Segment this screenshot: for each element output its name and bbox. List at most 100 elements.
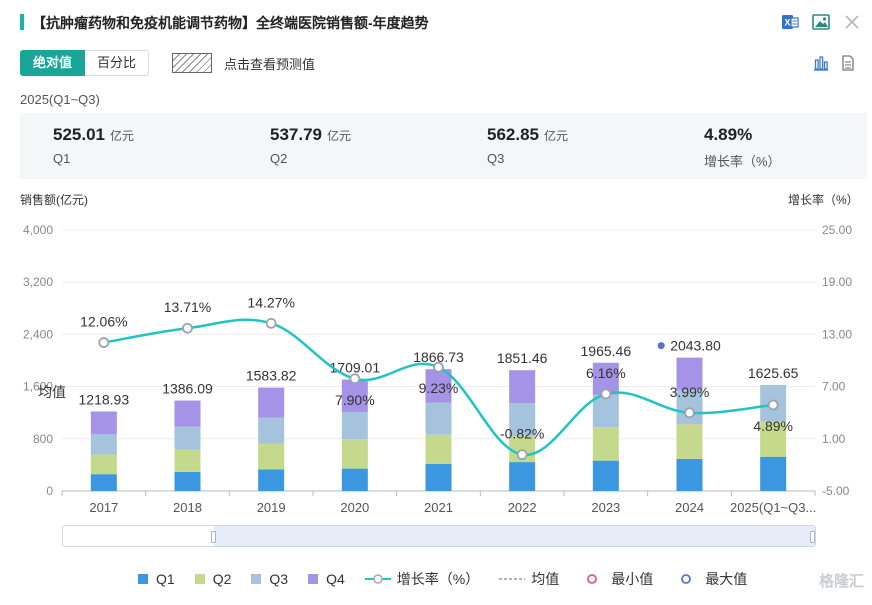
x-axis-tick: 2025(Q1~Q3... xyxy=(730,500,816,515)
y2-axis-tick: 19.00 xyxy=(822,275,852,289)
close-icon[interactable] xyxy=(842,12,862,32)
bar-q2 xyxy=(425,434,452,464)
bar-q2 xyxy=(90,454,117,475)
growth-label: 9.23% xyxy=(419,380,459,396)
forecast-toggle[interactable]: 点击查看预测值 xyxy=(172,53,315,73)
legend-label: Q2 xyxy=(212,571,232,587)
bar-q1 xyxy=(425,463,452,491)
bar-q4 xyxy=(258,387,285,418)
legend-item-q1[interactable]: Q1 xyxy=(138,571,175,587)
bar-q1 xyxy=(592,460,619,491)
total-label: 1625.65 xyxy=(748,365,799,381)
summary-unit: 亿元 xyxy=(327,129,352,143)
period-label: 2025(Q1~Q3) xyxy=(20,92,100,107)
summary-unit: 亿元 xyxy=(110,129,135,143)
summary-unit: 亿元 xyxy=(544,129,569,143)
bar-q1 xyxy=(676,458,703,491)
legend-item-q3[interactable]: Q3 xyxy=(251,571,288,587)
x-axis-tick: 2018 xyxy=(173,500,202,515)
legend-item-q4[interactable]: Q4 xyxy=(308,571,345,587)
range-slider[interactable] xyxy=(62,525,816,547)
legend-label: 均值 xyxy=(531,571,560,587)
growth-point xyxy=(516,449,528,461)
growth-label: 7.90% xyxy=(335,392,375,408)
y2-axis-tick: 7.00 xyxy=(822,380,846,394)
bar-q1 xyxy=(760,456,787,491)
summary-label: 增长率（%） xyxy=(704,154,781,169)
growth-label: 6.16% xyxy=(586,365,626,381)
legend-label: 最小值 xyxy=(611,571,654,587)
legend-label: 最大值 xyxy=(705,571,748,587)
bar-q2 xyxy=(592,427,619,461)
bar-q3 xyxy=(425,402,452,435)
total-label: 1851.46 xyxy=(497,350,548,366)
y2-axis-tick: 13.00 xyxy=(822,327,852,341)
bar-chart-view-icon[interactable] xyxy=(812,54,830,72)
y-axis-tick: 1,600 xyxy=(23,380,53,394)
summary-label: Q3 xyxy=(487,151,505,166)
legend-label: 增长率（%） xyxy=(396,571,480,587)
growth-label: 3.99% xyxy=(670,384,710,400)
y-axis-tick: 800 xyxy=(33,432,53,446)
image-export-icon[interactable] xyxy=(811,12,831,32)
svg-text:X: X xyxy=(784,18,790,28)
bar-q3 xyxy=(341,412,368,440)
growth-point xyxy=(433,361,444,373)
x-axis-tick: 2021 xyxy=(424,500,453,515)
bar-q2 xyxy=(258,443,285,470)
growth-point xyxy=(265,317,277,329)
legend-item-q2[interactable]: Q2 xyxy=(194,571,232,587)
growth-label: -0.82% xyxy=(500,426,544,442)
summary-value: 525.01 xyxy=(53,125,105,144)
legend-label: Q3 xyxy=(269,571,289,587)
bar-q3 xyxy=(592,394,619,428)
legend-swatch xyxy=(251,574,262,584)
y-axis-tick: 0 xyxy=(46,484,53,498)
absolute-value-button[interactable]: 绝对值 xyxy=(20,50,86,76)
bar-q1 xyxy=(258,469,285,491)
bar-q3 xyxy=(676,389,703,425)
excel-export-icon[interactable]: X xyxy=(780,12,800,32)
legend-swatch xyxy=(194,574,205,584)
summary-q3: 562.85 亿元 Q3 xyxy=(487,125,568,166)
growth-point xyxy=(349,373,361,385)
bar-q4 xyxy=(676,357,703,390)
range-slider-window[interactable] xyxy=(214,526,815,546)
bar-q4 xyxy=(509,370,536,403)
range-slider-left-handle[interactable] xyxy=(211,531,216,543)
legend-item-average[interactable]: 均值 xyxy=(499,569,559,589)
percentage-button[interactable]: 百分比 xyxy=(85,50,150,76)
growth-point xyxy=(767,399,779,411)
bar-q4 xyxy=(174,400,201,427)
page-title: 【抗肿瘤药物和免疫机能调节药物】全终端医院销售额-年度趋势 xyxy=(32,15,429,31)
total-label: 1583.82 xyxy=(246,368,297,384)
summary-q1: 525.01 亿元 Q1 xyxy=(53,125,134,166)
max-value-marker xyxy=(657,342,665,350)
legend-item-growth[interactable]: 增长率（%） xyxy=(364,569,480,589)
growth-point xyxy=(600,388,612,400)
legend-dashed-line-icon xyxy=(499,578,526,580)
legend-swatch xyxy=(308,574,319,584)
range-slider-right-handle[interactable] xyxy=(810,531,815,543)
bar-q2 xyxy=(760,421,787,457)
growth-label: 13.71% xyxy=(164,299,211,315)
bar-q4 xyxy=(425,369,452,403)
y2-axis-tick: -5.00 xyxy=(822,484,850,498)
title-accent-bar xyxy=(20,14,24,30)
bar-q3 xyxy=(174,426,201,450)
legend-line-marker-icon xyxy=(364,574,391,584)
total-label: 1866.73 xyxy=(413,349,464,365)
bar-q1 xyxy=(90,474,117,491)
total-label: 1965.46 xyxy=(581,343,632,359)
summary-panel: 525.01 亿元 Q1 537.79 亿元 Q2 562.85 亿元 Q3 4.89… xyxy=(20,113,867,179)
y-axis-tick: 3,200 xyxy=(23,275,53,289)
table-view-icon[interactable] xyxy=(839,54,857,72)
legend-item-max[interactable]: 最大值 xyxy=(673,569,747,589)
x-axis-tick: 2022 xyxy=(508,500,537,515)
bar-q1 xyxy=(174,471,201,491)
y2-axis-tick: 1.00 xyxy=(822,432,846,446)
legend-item-min[interactable]: 最小值 xyxy=(579,569,653,589)
average-label: 均值 xyxy=(38,384,66,400)
total-label: 2043.80 xyxy=(670,338,721,354)
growth-label: 14.27% xyxy=(247,294,294,310)
